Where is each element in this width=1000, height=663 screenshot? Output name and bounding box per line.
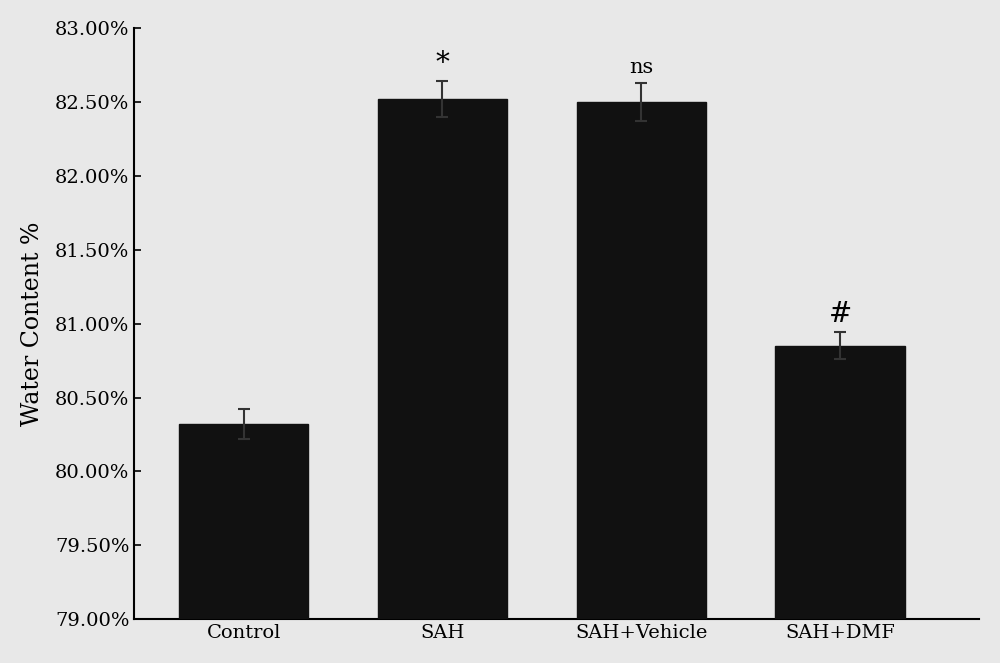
Bar <box>577 101 706 619</box>
Text: *: * <box>435 50 449 77</box>
Y-axis label: Water Content %: Water Content % <box>21 221 44 426</box>
Text: ns: ns <box>629 58 653 77</box>
Bar <box>378 99 507 619</box>
Bar <box>775 345 905 619</box>
Bar <box>179 424 308 619</box>
Text: #: # <box>828 301 852 328</box>
